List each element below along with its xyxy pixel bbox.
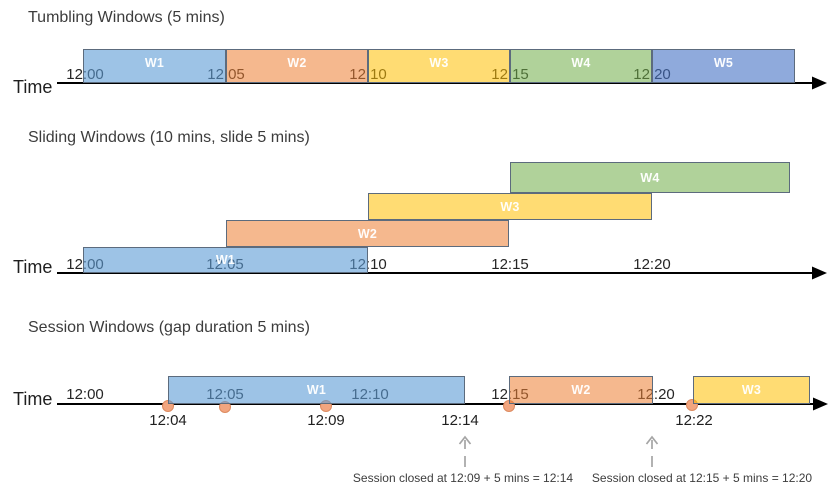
window-label: W4 [571, 56, 591, 70]
session-axis-arrowhead [813, 397, 828, 411]
sliding-window-w3: W3 [368, 193, 652, 220]
window-label: W1 [144, 56, 165, 70]
tumbling-title: Tumbling Windows (5 mins) [28, 9, 225, 26]
window-label: W1 [306, 383, 327, 397]
tumbling-window-w5: W5 [652, 49, 795, 83]
tumbling-window-w4: W4 [510, 49, 652, 83]
session-closed-arrow-1 [458, 435, 472, 467]
window-label: W2 [287, 56, 307, 70]
sliding-window-w1: W1 [83, 247, 368, 273]
session-closed-arrow-2 [645, 435, 659, 467]
sliding-time-axis-label: Time [13, 257, 53, 277]
sliding-tick-12-20: 12:20 [633, 256, 671, 273]
session-closed-annotation-1: Session closed at 12:09 + 5 mins = 12:14 [352, 471, 574, 485]
session-window-w3: W3 [693, 376, 810, 404]
window-label: W3 [429, 56, 449, 70]
event-time-12-14: 12:14 [441, 412, 479, 429]
tumbling-window-w2: W2 [226, 49, 368, 83]
window-label: W1 [215, 253, 236, 267]
session-tick-12-00: 12:00 [66, 386, 104, 403]
tumbling-window-w1: W1 [83, 49, 226, 83]
session-window-w1: W1 [168, 376, 465, 404]
session-time-axis-label: Time [13, 389, 53, 409]
window-label: W2 [571, 383, 591, 397]
up-arrowhead-icon [645, 435, 659, 445]
window-label: W5 [713, 56, 734, 70]
window-label: W3 [500, 199, 520, 214]
window-label: W2 [357, 226, 378, 241]
session-window-w2: W2 [509, 376, 653, 404]
sliding-window-w2: W2 [226, 220, 509, 247]
event-time-12-22: 12:22 [675, 412, 713, 429]
up-arrowhead-icon [458, 435, 472, 445]
session-title: Session Windows (gap duration 5 mins) [28, 319, 310, 336]
window-label: W4 [640, 170, 660, 185]
tumbling-time-axis-label: Time [13, 77, 53, 97]
tumbling-time-axis [57, 76, 827, 90]
sliding-window-w4: W4 [510, 162, 790, 193]
session-closed-annotation-2: Session closed at 12:15 + 5 mins = 12:20 [591, 471, 813, 485]
event-time-12-09: 12:09 [307, 412, 345, 429]
sliding-axis-arrowhead [812, 266, 827, 280]
tumbling-window-w3: W3 [368, 49, 510, 83]
window-label: W3 [741, 383, 762, 397]
event-time-12-04: 12:04 [149, 412, 187, 429]
sliding-title: Sliding Windows (10 mins, slide 5 mins) [28, 129, 310, 146]
sliding-tick-12-15: 12:15 [491, 256, 529, 273]
sliding-time-axis [57, 266, 827, 280]
tumbling-axis-arrowhead [812, 76, 827, 90]
